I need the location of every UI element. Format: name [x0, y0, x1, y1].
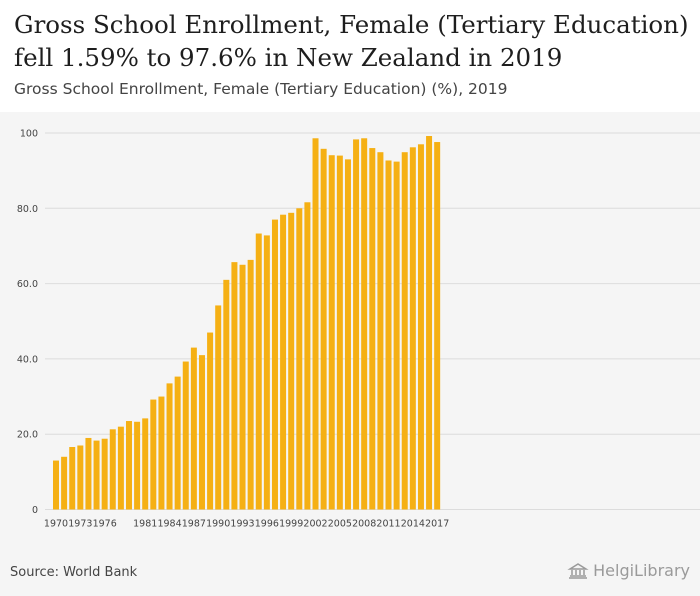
chart-title-line-2: fell 1.59% to 97.6% in New Zealand in 20…: [14, 43, 563, 72]
x-tick-label: 1976: [93, 519, 117, 530]
bar: [109, 429, 116, 510]
bar: [361, 138, 368, 510]
x-tick-label: 1987: [182, 519, 206, 530]
bar: [304, 202, 311, 510]
x-tick-label: 2005: [328, 519, 352, 530]
bar: [182, 361, 189, 510]
bar: [215, 305, 222, 510]
bar: [255, 233, 262, 510]
x-tick-label: 2002: [303, 519, 327, 530]
x-tick-label: 1990: [206, 519, 230, 530]
bar: [344, 159, 351, 510]
bar: [409, 147, 416, 510]
source-note: Source: World Bank: [10, 565, 138, 580]
x-tick-label: 1984: [157, 519, 181, 530]
chart-title: Gross School Enrollment, Female (Tertiar…: [14, 8, 694, 74]
bar: [158, 396, 165, 510]
y-tick-label: 20.0: [17, 430, 38, 441]
y-tick-label: 0: [32, 505, 38, 516]
bar: [53, 460, 59, 510]
bar: [174, 376, 181, 510]
x-tick-label: 1981: [133, 519, 157, 530]
bar: [61, 456, 68, 510]
bar: [207, 332, 214, 510]
x-tick-label: 2011: [376, 519, 400, 530]
bar: [223, 279, 230, 510]
bar: [85, 437, 92, 510]
bar: [401, 152, 408, 510]
y-tick-label: 40.0: [17, 354, 38, 365]
bar-chart: 0 20.0 40.0 60.0 80.0 100 1970 1973 1976 1981 1984…: [17, 129, 700, 530]
bar: [288, 212, 295, 510]
bar: [190, 347, 197, 510]
bar: [263, 235, 270, 510]
bar: [101, 438, 108, 510]
bar: [336, 155, 343, 510]
x-tick-label: 1999: [279, 519, 303, 530]
bar: [198, 355, 205, 510]
bar: [377, 152, 384, 510]
bar: [434, 142, 441, 510]
bar: [328, 155, 335, 510]
bar: [247, 259, 254, 510]
bar: [385, 160, 392, 510]
x-tick-label: 2014: [401, 519, 425, 530]
footer-bar: [0, 548, 700, 596]
library-building-icon: [567, 562, 589, 579]
bar: [142, 418, 149, 510]
x-tick-label: 1973: [68, 519, 92, 530]
chart-subtitle: Gross School Enrollment, Female (Tertiar…: [14, 80, 508, 98]
bar: [312, 138, 319, 510]
x-tick-label: 2017: [425, 519, 449, 530]
brand-logo: HelgiLibrary: [567, 561, 690, 580]
bar: [369, 148, 376, 510]
x-tick-label: 1993: [230, 519, 254, 530]
bar: [417, 144, 424, 510]
bar: [166, 383, 173, 510]
y-tick-label: 80.0: [17, 204, 38, 215]
plot-area: 0 20.0 40.0 60.0 80.0 100 1970 1973 1976 1981 1984…: [0, 112, 700, 548]
x-tick-label: 2008: [352, 519, 376, 530]
bar: [426, 136, 433, 510]
bar: [93, 440, 100, 510]
x-tick-label: 1970: [44, 519, 68, 530]
chart-title-line-1: Gross School Enrollment, Female (Tertiar…: [14, 10, 689, 39]
bar: [77, 445, 84, 510]
brand-name: HelgiLibrary: [593, 561, 690, 580]
bar: [69, 447, 76, 510]
bar: [150, 399, 157, 510]
bar: [125, 421, 132, 510]
y-tick-label: 60.0: [17, 279, 38, 290]
bar: [117, 426, 124, 510]
bar: [271, 219, 278, 510]
bar: [393, 161, 400, 510]
bar: [353, 139, 360, 510]
bar: [239, 264, 246, 510]
x-tick-label: 1996: [255, 519, 279, 530]
bar: [280, 214, 287, 510]
y-tick-label: 100: [20, 129, 38, 140]
bar: [320, 148, 327, 510]
bar: [231, 262, 238, 510]
bar: [296, 208, 303, 510]
bar: [134, 421, 141, 510]
